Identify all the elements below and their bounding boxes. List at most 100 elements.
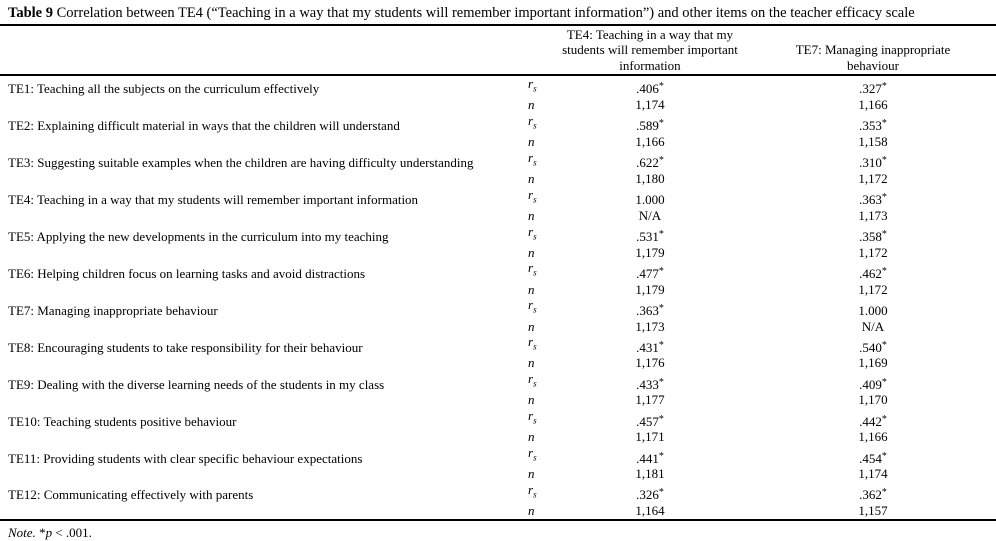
te7-n-value: 1,166 [858, 97, 888, 113]
stat-label-n: n [528, 392, 535, 408]
table-row-rs: TE9: Dealing with the diverse learning n… [0, 371, 996, 392]
te4-n-value: 1,180 [635, 170, 665, 186]
significance-asterisk: * [881, 450, 887, 462]
te4-r-value: .406* [636, 81, 664, 97]
te4-n-value: 1,171 [635, 429, 665, 445]
stat-label-n: n [528, 244, 535, 260]
te4-r-value: .477* [636, 266, 664, 282]
stat-label-n: n [528, 134, 535, 150]
item-label-empty [0, 355, 500, 371]
item-label-empty [0, 392, 500, 408]
table-row-rs: TE12: Communicating effectively with par… [0, 482, 996, 503]
te7-n-value: 1,157 [858, 503, 888, 519]
table-row-rs: TE1: Teaching all the subjects on the cu… [0, 75, 996, 97]
te7-n-value: 1,174 [858, 466, 888, 482]
table-title: Table 9 Correlation between TE4 (“Teachi… [0, 0, 996, 22]
stat-label-r: rs [528, 75, 537, 94]
te4-r-value: .363* [636, 302, 664, 318]
table-row-rs: TE5: Applying the new developments in th… [0, 224, 996, 245]
stat-label-n: n [528, 429, 535, 445]
significance-asterisk: * [658, 339, 664, 351]
te4-r-value: .589* [636, 118, 664, 134]
table-number-label: Table 9 [8, 5, 53, 21]
te7-n-value: 1,173 [858, 207, 888, 223]
table-body: TE1: Teaching all the subjects on the cu… [0, 75, 996, 520]
te4-r-value: .531* [636, 229, 664, 245]
te7-n-value: 1,172 [858, 244, 888, 260]
item-label: TE1: Teaching all the subjects on the cu… [8, 81, 320, 97]
header-item-column [0, 25, 500, 76]
table-header: TE4: Teaching in a way that my students … [0, 25, 996, 76]
item-label: TE8: Encouraging students to take respon… [8, 339, 363, 355]
item-label-empty [0, 134, 500, 150]
te4-r-value: .457* [636, 413, 664, 429]
table-caption-text: Correlation between TE4 (“Teaching in a … [53, 5, 915, 21]
item-label-empty [0, 282, 500, 298]
significance-asterisk: * [658, 266, 664, 278]
te4-r-value: .622* [636, 155, 664, 171]
table-row-n: n 1,164 1,157 [0, 503, 996, 520]
significance-asterisk: * [658, 450, 664, 462]
te4-n-value: 1,164 [635, 503, 665, 519]
item-label-empty [0, 171, 500, 187]
header-row: TE4: Teaching in a way that my students … [0, 25, 996, 76]
te7-n-value: 1,170 [858, 392, 888, 408]
te7-r-value: .358* [859, 229, 887, 245]
stat-label-r: rs [528, 334, 537, 352]
table-row-n: n 1,181 1,174 [0, 466, 996, 482]
item-label-empty [0, 429, 500, 445]
table-row-rs: TE11: Providing students with clear spec… [0, 445, 996, 466]
significance-asterisk: * [881, 118, 887, 130]
table-row-n: n 1,171 1,166 [0, 429, 996, 445]
col-header-te4-label: TE4: Teaching in a way that my students … [562, 27, 738, 73]
header-stat-column [500, 25, 550, 76]
stat-label-r: rs [528, 371, 537, 389]
stat-label-n: n [528, 170, 535, 186]
te4-r-value: .326* [636, 487, 664, 503]
significance-asterisk: * [658, 487, 664, 499]
significance-asterisk: * [658, 118, 664, 130]
item-label: TE11: Providing students with clear spec… [8, 450, 363, 466]
significance-asterisk: * [658, 413, 664, 425]
te7-r-value: .353* [859, 118, 887, 134]
significance-asterisk: * [881, 192, 887, 204]
stat-label-n: n [528, 318, 535, 334]
stat-label-n: n [528, 503, 535, 519]
stat-label-n: n [528, 207, 535, 223]
stat-label-r: rs [528, 223, 537, 242]
note-prefix: Note. [8, 524, 36, 540]
te4-n-value: N/A [638, 207, 662, 223]
significance-asterisk: * [881, 266, 887, 278]
te4-n-value: 1,179 [635, 281, 665, 297]
item-label: TE2: Explaining difficult material in wa… [8, 118, 400, 134]
table-row-n: n 1,173 N/A [0, 319, 996, 335]
te7-r-value: .362* [859, 487, 887, 503]
significance-asterisk: * [658, 229, 664, 241]
significance-asterisk: * [881, 376, 887, 388]
table-row-n: n 1,176 1,169 [0, 355, 996, 371]
te7-n-value: 1,172 [858, 170, 888, 186]
te7-r-value: .327* [859, 81, 887, 97]
note-star: * [35, 524, 46, 540]
te7-n-value: 1,172 [858, 281, 888, 297]
table-row-rs: TE7: Managing inappropriate behaviour rs.… [0, 297, 996, 318]
table-row-rs: TE8: Encouraging students to take respon… [0, 334, 996, 355]
te7-n-value: 1,169 [858, 355, 888, 371]
table-row-n: n 1,179 1,172 [0, 245, 996, 261]
significance-asterisk: * [881, 155, 887, 167]
significance-asterisk: * [658, 155, 664, 167]
item-label: TE9: Dealing with the diverse learning n… [8, 376, 385, 392]
item-label-empty [0, 466, 500, 482]
correlation-table: TE4: Teaching in a way that my students … [0, 24, 996, 521]
table-row-rs: TE10: Teaching students positive behavio… [0, 408, 996, 429]
te7-r-value: .454* [859, 450, 887, 466]
te4-n-value: 1,173 [635, 318, 665, 334]
table-row-n: n N/A 1,173 [0, 208, 996, 224]
te7-n-value: 1,158 [858, 134, 888, 150]
te7-r-value: 1.000 [858, 302, 888, 318]
stat-label-r: rs [528, 112, 537, 131]
te7-r-value: .462* [859, 266, 887, 282]
item-label-empty [0, 208, 500, 224]
table-row-rs: TE6: Helping children focus on learning … [0, 260, 996, 281]
te7-r-value: .363* [859, 192, 887, 208]
